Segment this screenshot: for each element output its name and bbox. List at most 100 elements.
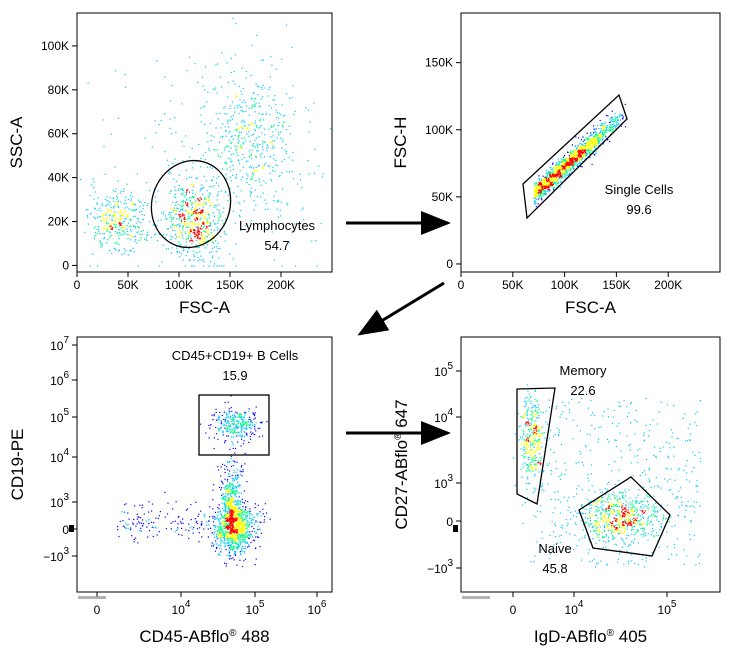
event-point — [240, 466, 242, 468]
event-point — [539, 448, 541, 450]
event-point — [267, 165, 269, 167]
event-point — [247, 526, 249, 528]
event-point — [227, 413, 229, 416]
event-point — [222, 496, 224, 498]
event-point — [181, 215, 183, 217]
bcells-gate[interactable] — [198, 394, 270, 456]
single-cells-gate[interactable] — [522, 93, 628, 220]
event-point — [217, 537, 219, 539]
x-tick-label: 0 — [74, 278, 81, 292]
event-point — [177, 228, 179, 230]
event-point — [145, 520, 148, 522]
event-point — [149, 189, 151, 192]
event-point — [247, 511, 249, 513]
event-point — [233, 488, 235, 490]
event-point — [188, 191, 191, 193]
event-point — [590, 134, 593, 136]
event-point — [230, 492, 232, 494]
event-point — [568, 155, 570, 157]
event-point — [184, 223, 186, 225]
event-point — [237, 532, 239, 534]
event-point — [251, 526, 253, 528]
event-point — [204, 514, 206, 516]
event-point — [220, 480, 222, 482]
event-point — [557, 181, 560, 184]
event-point — [228, 542, 230, 544]
event-point — [582, 149, 584, 151]
event-point — [231, 441, 233, 443]
event-point — [239, 485, 241, 487]
gate-value: 99.6 — [626, 202, 651, 217]
event-point — [558, 162, 560, 164]
event-point — [266, 147, 268, 149]
event-point — [552, 176, 554, 178]
event-point — [579, 160, 581, 162]
event-point — [223, 535, 225, 537]
event-point — [232, 508, 234, 510]
event-point — [569, 164, 571, 166]
event-point — [227, 520, 229, 523]
event-point — [183, 214, 185, 216]
event-point — [129, 250, 131, 252]
event-point — [292, 178, 295, 180]
event-point — [156, 60, 158, 62]
event-point — [237, 513, 239, 516]
event-point — [181, 234, 183, 236]
event-point — [556, 180, 558, 182]
event-point — [80, 179, 82, 181]
event-point — [237, 536, 239, 538]
event-point — [240, 529, 242, 531]
event-point — [227, 533, 229, 535]
event-point — [231, 474, 233, 476]
event-point — [597, 125, 599, 127]
event-point — [585, 143, 587, 145]
event-point — [93, 238, 95, 240]
event-point — [237, 514, 239, 517]
x-tick-label: 104 — [172, 599, 191, 617]
event-point — [224, 106, 226, 108]
event-point — [585, 144, 588, 146]
event-point — [240, 522, 242, 524]
event-point — [240, 509, 242, 511]
event-point — [259, 105, 261, 107]
event-point — [248, 517, 250, 520]
event-point — [221, 531, 223, 533]
event-point — [164, 237, 166, 239]
event-point — [534, 191, 537, 193]
event-point — [534, 200, 536, 202]
event-point — [197, 198, 199, 200]
event-point — [620, 125, 622, 127]
event-point — [231, 538, 233, 540]
event-point — [182, 205, 184, 208]
event-point — [230, 524, 232, 526]
event-point — [542, 181, 545, 183]
event-point — [554, 175, 556, 177]
event-point — [258, 536, 260, 538]
event-point — [597, 141, 599, 143]
event-point — [574, 158, 576, 160]
event-point — [230, 521, 232, 523]
event-point — [254, 547, 257, 550]
event-point — [620, 113, 622, 116]
event-point — [570, 156, 572, 158]
plot-area — [533, 103, 627, 208]
event-point — [141, 507, 143, 509]
event-point — [200, 188, 202, 190]
event-point — [527, 414, 529, 416]
event-point — [225, 413, 228, 415]
event-point — [130, 191, 133, 193]
event-point — [537, 189, 540, 191]
event-point — [598, 134, 600, 136]
event-point — [234, 546, 236, 548]
event-point — [260, 184, 262, 186]
event-point — [245, 105, 247, 107]
event-point — [604, 135, 606, 137]
event-point — [220, 533, 222, 535]
event-point — [541, 483, 543, 485]
event-point — [226, 515, 228, 517]
event-point — [246, 181, 248, 183]
event-point — [610, 129, 612, 131]
event-point — [228, 410, 230, 412]
event-point — [93, 187, 95, 189]
lymphocytes-gate[interactable] — [139, 149, 242, 258]
